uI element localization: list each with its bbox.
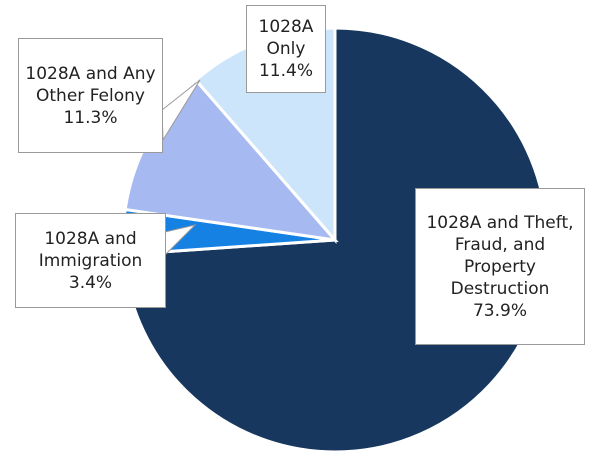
value-label: 11.4% <box>258 61 313 81</box>
category-label: 1028A Only <box>258 17 314 59</box>
data-label: 1028A and Any Other Felony 11.3% <box>18 38 163 153</box>
value-label: 73.9% <box>472 300 527 321</box>
data-label: 1028A Only 11.4% <box>246 5 326 93</box>
value-label: 3.4% <box>68 272 113 293</box>
category-label: 1028A and Theft, Fraud, and Property Des… <box>426 212 574 299</box>
data-label: 1028A and Immigration 3.4% <box>15 213 166 308</box>
data-label: 1028A and Theft, Fraud, and Property Des… <box>415 188 585 345</box>
value-label: 11.3% <box>63 107 118 128</box>
category-label: 1028A and Immigration <box>38 228 143 271</box>
category-label: 1028A and Any Other Felony <box>25 63 156 106</box>
